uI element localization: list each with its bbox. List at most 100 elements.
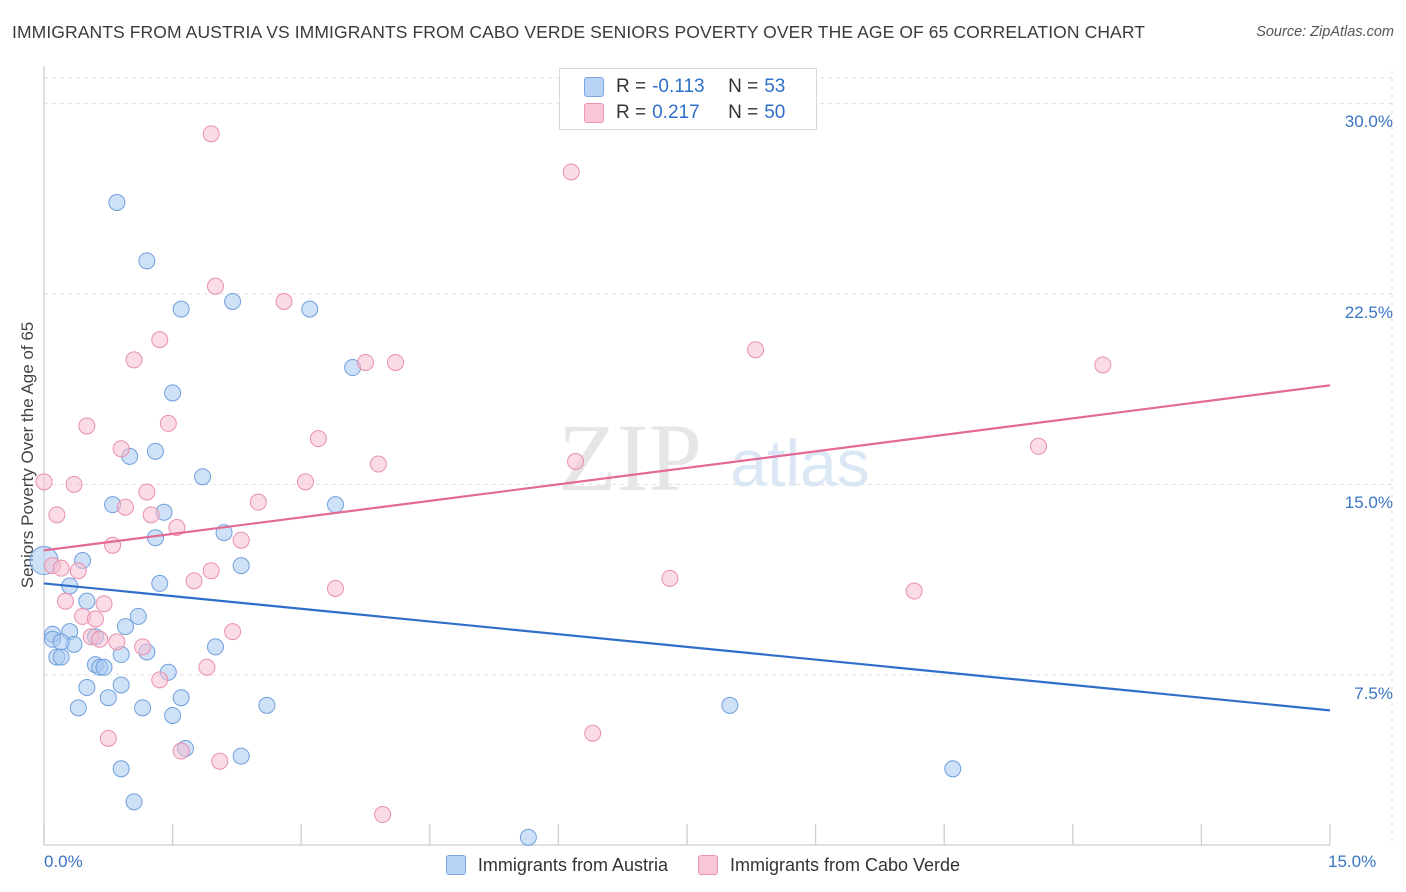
caboverde-n-value: 50 bbox=[764, 102, 786, 123]
austria-point bbox=[301, 300, 319, 318]
caboverde-point bbox=[168, 519, 186, 537]
austria-point bbox=[52, 633, 70, 651]
caboverde-point bbox=[108, 633, 126, 651]
axes bbox=[43, 66, 1331, 846]
caboverde-point bbox=[142, 506, 160, 524]
caboverde-point bbox=[134, 638, 152, 656]
legend-row-caboverde: R = 0.217 N = 50 bbox=[584, 101, 785, 125]
austria-point bbox=[116, 618, 134, 636]
austria-point bbox=[164, 384, 182, 402]
austria-legend-label: Immigrants from Austria bbox=[477, 854, 668, 875]
austria-point bbox=[164, 706, 182, 724]
caboverde-point bbox=[116, 498, 134, 516]
caboverde-point bbox=[232, 531, 250, 549]
austria-point bbox=[519, 828, 537, 846]
caboverde-point bbox=[275, 292, 293, 310]
caboverde-point bbox=[584, 724, 602, 742]
correlation-legend: R = -0.113 N = 53 R = 0.217 N = 50 bbox=[559, 68, 817, 130]
caboverde-point bbox=[99, 729, 117, 747]
austria-point bbox=[129, 607, 147, 625]
austria-point bbox=[172, 300, 190, 318]
legend-item-caboverde[interactable]: Immigrants from Cabo Verde bbox=[697, 855, 960, 876]
y-tick-label: 30.0% bbox=[1344, 112, 1393, 132]
austria-point bbox=[151, 574, 169, 592]
legend-item-austria[interactable]: Immigrants from Austria bbox=[445, 854, 668, 876]
caboverde-point bbox=[202, 562, 220, 580]
caboverde-point bbox=[78, 417, 96, 435]
austria-swatch bbox=[584, 77, 604, 97]
austria-point bbox=[224, 292, 242, 310]
gridlines bbox=[44, 70, 1393, 845]
caboverde-point bbox=[95, 595, 113, 613]
caboverde-point bbox=[69, 562, 87, 580]
caboverde-point bbox=[747, 341, 765, 359]
caboverde-point bbox=[112, 440, 130, 458]
caboverde-point bbox=[48, 506, 66, 524]
trend-lines bbox=[43, 384, 1331, 712]
caboverde-legend-swatch bbox=[697, 855, 718, 875]
austria-point bbox=[944, 760, 962, 778]
austria-point bbox=[326, 496, 344, 514]
austria-point bbox=[69, 699, 87, 717]
caboverde-point bbox=[151, 331, 169, 349]
caboverde-point bbox=[224, 623, 242, 641]
austria-point bbox=[258, 696, 276, 714]
caboverde-point bbox=[159, 414, 177, 432]
caboverde-point bbox=[86, 610, 104, 628]
caboverde-point bbox=[52, 559, 70, 577]
caboverde-point bbox=[357, 353, 374, 371]
caboverde-point bbox=[1094, 356, 1112, 374]
y-tick-label: 7.5% bbox=[1354, 683, 1393, 703]
x-tick-label-max: 15.0% bbox=[1328, 852, 1377, 871]
austria-point bbox=[172, 689, 190, 707]
legend-row-austria: R = -0.113 N = 53 bbox=[584, 75, 785, 99]
legend-r-label: R = bbox=[616, 102, 647, 123]
austria-point bbox=[194, 468, 212, 486]
austria-trend-line bbox=[43, 582, 1331, 712]
caboverde-point bbox=[567, 453, 585, 470]
caboverde-point bbox=[35, 473, 53, 491]
caboverde-point bbox=[249, 493, 267, 511]
caboverde-point bbox=[374, 806, 392, 824]
austria-point bbox=[112, 760, 130, 778]
legend-n-label: N = bbox=[728, 102, 759, 123]
caboverde-point bbox=[202, 125, 220, 143]
caboverde-point bbox=[661, 569, 679, 587]
austria-point bbox=[232, 747, 250, 765]
austria-point bbox=[112, 676, 130, 694]
austria-legend-swatch bbox=[445, 855, 466, 875]
y-tick-label: 22.5% bbox=[1344, 302, 1393, 322]
caboverde-point bbox=[369, 455, 387, 473]
caboverde-point bbox=[198, 658, 216, 676]
caboverde-point bbox=[387, 353, 405, 371]
austria-point bbox=[108, 193, 126, 211]
caboverde-point bbox=[206, 277, 224, 295]
caboverde-point bbox=[905, 582, 923, 600]
legend-r-label: R = bbox=[616, 76, 647, 97]
caboverde-point bbox=[138, 483, 156, 501]
austria-point bbox=[721, 696, 739, 714]
austria-point bbox=[146, 442, 164, 460]
caboverde-point bbox=[309, 430, 327, 448]
austria-r-value: -0.113 bbox=[652, 76, 705, 97]
series-legend: Immigrants from Austria Immigrants from … bbox=[0, 852, 1406, 878]
caboverde-point bbox=[151, 671, 169, 689]
caboverde-r-value: 0.217 bbox=[652, 102, 700, 123]
caboverde-point bbox=[296, 473, 314, 491]
austria-point bbox=[78, 679, 96, 697]
austria-point bbox=[125, 793, 143, 811]
caboverde-point bbox=[172, 742, 190, 760]
caboverde-point bbox=[104, 536, 122, 554]
caboverde-point bbox=[211, 752, 229, 770]
source-credit: Source: ZipAtlas.com bbox=[1256, 24, 1394, 40]
austria-n-value: 53 bbox=[764, 76, 786, 97]
austria-point bbox=[95, 658, 113, 676]
chart-title: IMMIGRANTS FROM AUSTRIA VS IMMIGRANTS FR… bbox=[12, 22, 1146, 42]
caboverde-point bbox=[65, 475, 83, 493]
caboverde-point bbox=[562, 163, 580, 181]
caboverde-point bbox=[1030, 437, 1048, 455]
caboverde-point bbox=[125, 351, 143, 369]
caboverde-point bbox=[91, 630, 109, 648]
y-tick-label: 15.0% bbox=[1344, 493, 1393, 513]
